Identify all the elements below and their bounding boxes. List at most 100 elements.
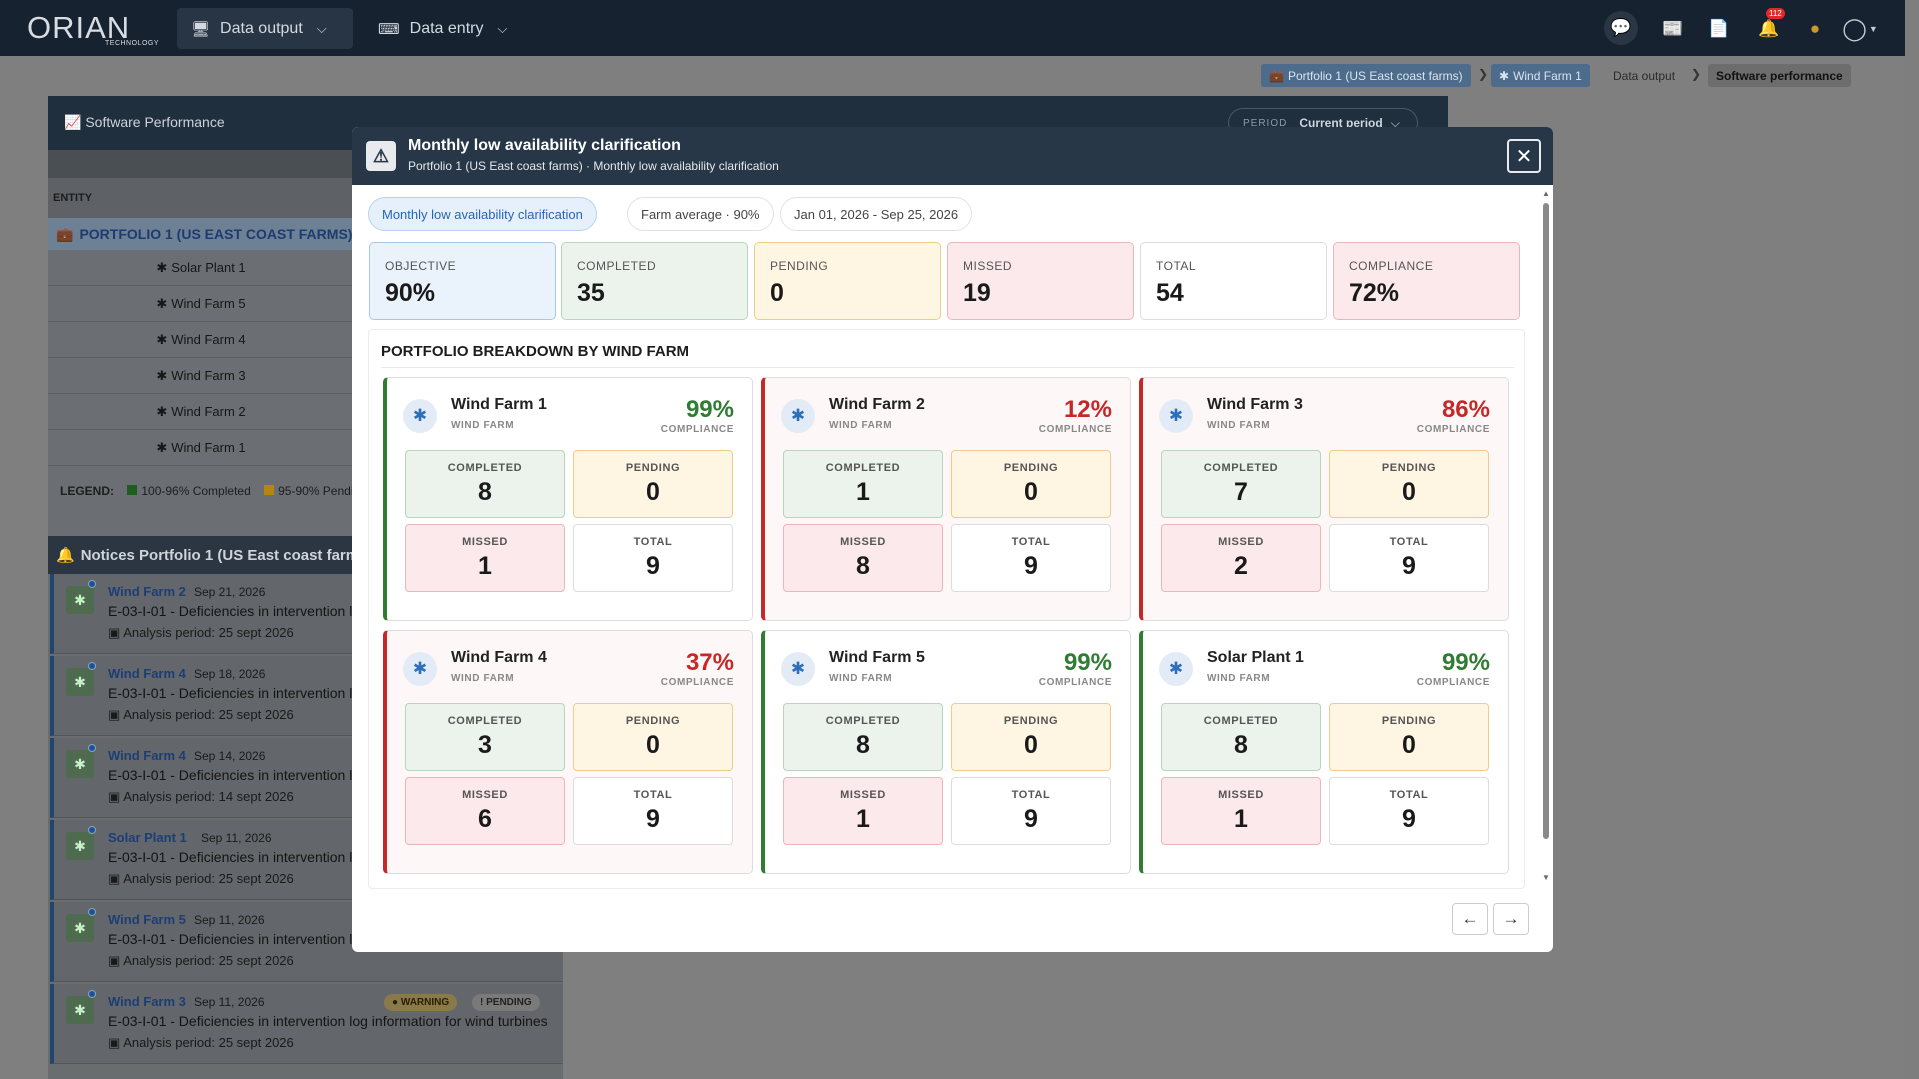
notice-item[interactable]: ✱ Wind Farm 3 Sep 11, 2026 ● WARNING ! P… [50,984,563,1064]
turbine-icon: ✱ [156,439,168,455]
farm-stat-completed: COMPLETED 7 [1161,450,1321,518]
orian-logo[interactable]: ORIAN TECHNOLOGY [27,10,160,47]
calendar-icon: ▣ [108,707,121,722]
arrow-right-icon: → [1502,909,1520,928]
portfolio-row[interactable]: 💼 PORTFOLIO 1 (US EAST COAST FARMS) [48,218,354,250]
farm-compliance-value: 86% [1441,396,1490,423]
turbine-icon: ✱ [156,403,168,419]
farm-stat-pending: PENDING 0 [1329,703,1489,771]
solar-icon: ✱ [66,832,94,860]
farm-card[interactable]: ✱ Solar Plant 1 WIND FARM 99% COMPLIANCE COMP… [1139,630,1509,874]
farm-compliance-value: 12% [1063,396,1112,423]
chevron-down-icon: ⌵ [316,20,327,36]
prev-button[interactable]: ← [1452,903,1488,935]
entity-row[interactable]: ✱ Solar Plant 1 [48,250,354,286]
turbine-icon: ✱ [66,996,94,1024]
divider [381,367,1514,368]
close-icon: ✕ [1515,145,1533,168]
unread-dot [88,826,96,834]
farm-stat-completed: COMPLETED 3 [405,703,565,771]
compliance-label: COMPLIANCE [1416,424,1490,435]
entity-row[interactable]: ✱ Wind Farm 4 [48,322,354,358]
user-avatar-icon[interactable]: ◯ ▼ [1842,16,1878,41]
stat-missed: MISSED 19 [947,242,1134,320]
farm-stat-missed: MISSED 1 [783,777,943,845]
turbine-icon: ✱ [156,331,168,347]
farm-card[interactable]: ✱ Wind Farm 4 WIND FARM 37% COMPLIANCE COMPLE… [383,630,753,874]
chevron-right-icon: ❯ [1691,67,1702,81]
farm-stat-total: TOTAL 9 [1329,524,1489,592]
brain-icon[interactable]: ● [1809,19,1821,38]
farm-stat-pending: PENDING 0 [951,703,1111,771]
notice-farm[interactable]: Wind Farm 4 [108,748,186,763]
entity-row[interactable]: ✱ Wind Farm 2 [48,394,354,430]
turbine-icon: ✱ [66,750,94,778]
scrollbar[interactable]: ▲ ▼ [1542,189,1550,882]
compliance-label: COMPLIANCE [660,677,734,688]
modal-title: Monthly low availability clarification [408,137,681,154]
calendar-icon: ▣ [108,1035,121,1050]
farm-card[interactable]: ✱ Wind Farm 5 WIND FARM 99% COMPLIANCE COMPLE… [761,630,1131,874]
turbine-icon: ✱ [781,652,815,686]
news-icon[interactable]: 📰 [1662,19,1684,38]
warning-badge: ● WARNING [384,994,458,1011]
turbine-icon: ✱ [66,668,94,696]
farm-type: WIND FARM [1207,673,1271,684]
unread-dot [88,744,96,752]
turbine-icon: ✱ [1499,68,1510,83]
report-icon[interactable]: 📄 [1708,19,1730,38]
nav-data-output[interactable]: 🖥 Data output ⌵ [177,8,353,49]
briefcase-icon: 💼 [1269,68,1284,83]
chat-icon[interactable]: 💬 [1604,11,1638,45]
farm-stat-pending: PENDING 0 [573,703,733,771]
chart-line-icon: 📈 [64,114,82,130]
notice-farm[interactable]: Wind Farm 3 [108,994,186,1009]
farm-stat-total: TOTAL 9 [573,524,733,592]
farm-card[interactable]: ✱ Wind Farm 1 WIND FARM 99% COMPLIANCE COMPLE… [383,377,753,621]
farm-card[interactable]: ✱ Wind Farm 3 WIND FARM 86% COMPLIANCE COMPLE… [1139,377,1509,621]
notice-farm[interactable]: Wind Farm 4 [108,666,186,681]
page-scrollbar[interactable] [1905,0,1919,1079]
nav-data-entry[interactable]: ⌨ Data entry ⌵ [378,19,508,38]
farm-card[interactable]: ✱ Wind Farm 2 WIND FARM 12% COMPLIANCE COMPLE… [761,377,1131,621]
entity-row[interactable]: ✱ Wind Farm 1 [48,430,354,466]
monitor-icon: 🖥 [191,20,211,38]
notice-farm[interactable]: Solar Plant 1 [108,830,187,845]
entity-header: ENTITY [48,178,354,218]
notice-farm[interactable]: Wind Farm 5 [108,912,186,927]
stat-total: TOTAL 54 [1140,242,1327,320]
compliance-label: COMPLIANCE [1038,424,1112,435]
farm-type: WIND FARM [829,673,893,684]
bell-icon[interactable]: 🔔 [1758,19,1780,38]
farm-type: WIND FARM [1207,420,1271,431]
farm-stat-missed: MISSED 8 [783,524,943,592]
farm-stat-pending: PENDING 0 [951,450,1111,518]
farm-type: WIND FARM [451,420,515,431]
notice-farm[interactable]: Wind Farm 2 [108,584,186,599]
entity-row[interactable]: ✱ Wind Farm 3 [48,358,354,394]
chip-farm-average: Farm average · 90% [627,197,774,231]
breadcrumb-portfolio[interactable]: 💼 Portfolio 1 (US East coast farms) [1261,64,1471,87]
panel-title: 📈 Software Performance [64,114,225,130]
chip-indicator[interactable]: Monthly low availability clarification [368,197,597,231]
breadcrumb-wind-farm[interactable]: ✱ Wind Farm 1 [1491,64,1590,87]
farm-stat-total: TOTAL 9 [573,777,733,845]
breadcrumb-current: Software performance [1708,64,1851,87]
notice-item[interactable]: ✱ Wind Farm 5 Sep 11, 2026 E-03-I-01 - D… [50,902,563,982]
entity-row[interactable]: ✱ Wind Farm 5 [48,286,354,322]
turbine-icon: ✱ [156,367,168,383]
farm-stat-total: TOTAL 9 [951,777,1111,845]
farm-stat-total: TOTAL 9 [951,524,1111,592]
stat-compliance: COMPLIANCE 72% [1333,242,1520,320]
close-button[interactable]: ✕ [1507,139,1541,173]
farm-stat-missed: MISSED 1 [1161,777,1321,845]
farm-compliance-value: 99% [1441,649,1490,676]
farm-compliance-value: 99% [685,396,734,423]
farm-compliance-value: 99% [1063,649,1112,676]
next-button[interactable]: → [1493,903,1529,935]
breadcrumb-data-output[interactable]: Data output [1613,68,1676,83]
farm-stat-completed: COMPLETED 1 [783,450,943,518]
section-title: PORTFOLIO BREAKDOWN BY WIND FARM [381,343,690,360]
turbine-icon: ✱ [66,914,94,942]
turbine-icon: ✱ [1159,399,1193,433]
